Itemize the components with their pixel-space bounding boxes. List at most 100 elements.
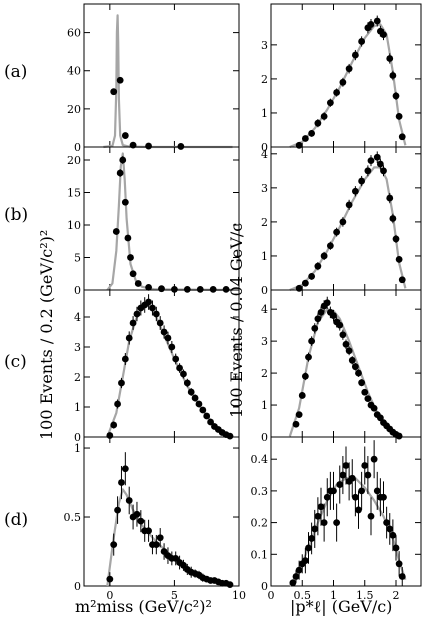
fit-curve [106,303,233,438]
panel-frame [270,436,422,587]
y-tick-label: 15 [67,187,81,200]
data-point [134,280,142,287]
panel-b-right: 0 1 2 3 4 [261,146,422,297]
panel-frame [270,146,422,291]
data-point [145,142,152,150]
x-tick-label: 0.5 [294,589,312,602]
data-point [395,560,403,568]
x-tick-label: 2 [393,589,400,602]
data-point [114,400,121,408]
data-point [395,112,403,120]
data-point [137,517,145,525]
data-point [386,55,394,62]
data-point [292,420,300,428]
data-point [358,379,366,387]
data-point [395,432,403,440]
row-label-a: (a) [4,62,28,82]
y-tick-label: 0.4 [251,453,269,466]
data-point [342,340,350,348]
data-point [116,169,124,177]
data-point [129,319,137,327]
data-point [398,133,406,141]
y-tick-label: 0.2 [251,517,269,530]
data-point [380,31,387,39]
right-y-axis-label: 100 Events / 0.04 GeV/c [227,222,246,418]
data-point [209,285,217,293]
data-point [301,135,309,142]
data-point [127,254,134,261]
y-tick-label: 3 [74,341,81,354]
data-point [116,76,124,84]
y-tick-label: 0.1 [251,548,269,561]
panel-d-right: 0 0.1 0.2 0.3 0.4 0 0.5 1 1.5 2 [251,436,422,602]
data-point [314,512,322,520]
data-point [317,308,325,316]
panel-d-left: 00.510 5 10 [64,436,246,602]
data-point [389,215,397,222]
data-point [110,541,118,549]
x-tick-label: 1.5 [356,589,374,602]
data-point [301,279,309,287]
data-point [364,395,372,403]
data-point [314,119,322,127]
data-point [125,334,133,342]
right-x-axis-label: |p*ℓ| (GeV/c) [290,597,393,616]
data-point [348,474,356,482]
row-label-d: (d) [4,510,29,530]
y-tick-label: 1 [74,442,81,455]
x-tick-label: 10 [232,589,246,602]
data-point [112,228,120,235]
left-x-axis-label: m²miss (GeV/c²)² [75,597,212,616]
y-tick-label: 0 [261,580,268,593]
data-point [156,319,164,327]
data-point [308,337,316,345]
data-point [152,541,160,549]
data-point [389,72,397,79]
data-point [339,471,347,479]
data-point [358,487,366,495]
data-point [345,201,353,209]
data-point [367,157,375,165]
data-point [133,510,141,518]
data-point [308,129,316,137]
y-tick-label: 0 [74,431,81,444]
data-point [118,479,125,486]
data-point [121,355,129,363]
data-point [392,235,400,243]
data-point [145,298,152,306]
data-point [330,487,337,495]
data-point [367,512,375,520]
data-point [333,89,341,96]
fit-curve [288,477,407,587]
data-point [118,379,125,387]
data-point [289,579,297,587]
data-point [342,462,350,469]
y-tick-label: 10 [67,219,81,232]
data-point [156,534,164,542]
y-tick-label: 1 [261,399,268,412]
x-tick-label: 0 [106,589,113,602]
fit-curve [106,152,233,292]
data-point [183,285,191,293]
data-point [326,242,334,250]
data-point [305,544,312,552]
fit-curve [106,488,233,587]
data-point [314,315,322,323]
data-point [222,285,230,293]
data-point [125,497,133,504]
data-point [295,411,303,419]
data-point [330,312,337,319]
data-point [373,487,381,495]
left-y-axis-label: 100 Events / 0.2 (GeV/c²)² [37,229,56,440]
y-tick-label: 20 [67,154,81,167]
data-point [323,299,331,307]
data-point [351,363,359,371]
data-point [129,270,137,278]
data-point [355,506,362,514]
data-point [376,414,384,422]
data-point [114,506,121,514]
data-point [298,392,306,399]
data-point [326,99,334,107]
y-tick-label: 0 [261,141,268,154]
data-point [364,167,372,175]
